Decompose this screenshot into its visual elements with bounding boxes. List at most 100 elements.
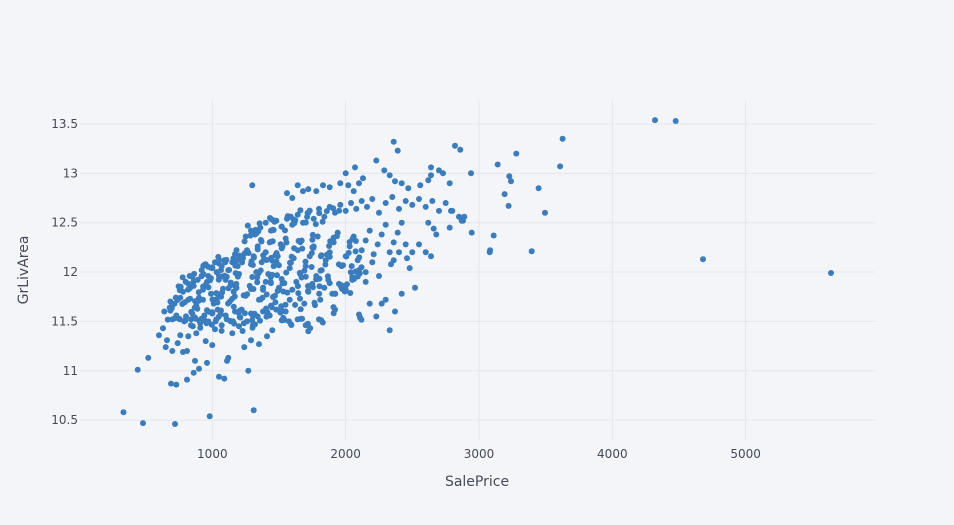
data-point[interactable]	[382, 221, 389, 228]
data-point[interactable]	[460, 217, 466, 224]
data-point[interactable]	[316, 290, 323, 297]
data-point[interactable]	[294, 182, 301, 189]
data-point[interactable]	[652, 117, 658, 124]
data-point[interactable]	[428, 164, 434, 171]
data-point[interactable]	[231, 293, 238, 300]
data-point[interactable]	[187, 295, 194, 302]
data-point[interactable]	[291, 245, 298, 252]
data-point[interactable]	[352, 248, 359, 255]
data-point[interactable]	[356, 254, 363, 261]
data-point[interactable]	[378, 300, 385, 307]
data-point[interactable]	[270, 263, 277, 270]
data-point[interactable]	[317, 296, 324, 303]
data-point[interactable]	[227, 279, 234, 286]
data-point[interactable]	[218, 322, 225, 329]
data-point[interactable]	[376, 273, 382, 279]
data-point[interactable]	[297, 239, 304, 246]
data-point[interactable]	[356, 180, 362, 187]
data-point[interactable]	[382, 200, 389, 206]
data-point[interactable]	[284, 289, 291, 296]
data-point[interactable]	[267, 278, 274, 285]
data-point[interactable]	[176, 315, 183, 322]
data-point[interactable]	[322, 261, 329, 268]
data-point[interactable]	[278, 303, 285, 310]
data-point[interactable]	[310, 215, 317, 222]
data-point[interactable]	[272, 299, 279, 306]
data-point[interactable]	[172, 294, 179, 301]
data-point[interactable]	[352, 238, 359, 244]
data-point[interactable]	[209, 296, 216, 303]
data-point[interactable]	[398, 290, 405, 297]
data-point[interactable]	[405, 185, 412, 192]
data-point[interactable]	[330, 205, 337, 212]
data-point[interactable]	[203, 320, 210, 327]
data-point[interactable]	[404, 255, 410, 262]
data-point[interactable]	[301, 267, 308, 274]
data-point[interactable]	[281, 280, 288, 287]
data-point[interactable]	[337, 201, 344, 208]
data-point[interactable]	[239, 328, 246, 334]
data-point[interactable]	[672, 118, 679, 124]
data-point[interactable]	[257, 317, 263, 324]
data-point[interactable]	[249, 182, 256, 189]
data-point[interactable]	[394, 229, 401, 236]
data-point[interactable]	[306, 207, 313, 214]
data-point[interactable]	[244, 222, 251, 229]
data-point[interactable]	[207, 275, 214, 282]
data-point[interactable]	[436, 207, 442, 214]
data-point[interactable]	[236, 323, 242, 330]
data-point[interactable]	[263, 308, 270, 315]
data-point[interactable]	[332, 290, 339, 297]
data-point[interactable]	[425, 177, 432, 184]
data-point[interactable]	[167, 307, 174, 314]
data-point[interactable]	[309, 284, 316, 291]
data-point[interactable]	[390, 239, 397, 246]
data-point[interactable]	[249, 274, 256, 280]
data-point[interactable]	[288, 253, 295, 260]
data-point[interactable]	[302, 258, 309, 265]
data-point[interactable]	[215, 276, 222, 283]
data-point[interactable]	[299, 315, 306, 322]
data-point[interactable]	[232, 262, 239, 269]
data-point[interactable]	[302, 273, 309, 280]
data-point[interactable]	[256, 341, 262, 348]
data-point[interactable]	[347, 269, 354, 276]
data-point[interactable]	[208, 290, 214, 297]
data-point[interactable]	[287, 259, 293, 266]
data-point[interactable]	[250, 286, 257, 292]
data-point[interactable]	[309, 236, 316, 243]
data-point[interactable]	[347, 290, 354, 296]
data-point[interactable]	[312, 221, 319, 228]
data-point[interactable]	[362, 278, 369, 285]
data-point[interactable]	[369, 259, 376, 266]
data-point[interactable]	[457, 146, 464, 153]
data-point[interactable]	[190, 278, 197, 285]
data-point[interactable]	[358, 198, 365, 204]
data-point[interactable]	[239, 259, 246, 266]
data-point[interactable]	[314, 233, 321, 240]
data-point[interactable]	[185, 333, 192, 340]
data-point[interactable]	[389, 194, 396, 200]
data-point[interactable]	[324, 273, 331, 280]
data-point[interactable]	[386, 249, 393, 256]
data-point[interactable]	[179, 274, 186, 281]
data-point[interactable]	[376, 209, 382, 216]
data-point[interactable]	[120, 409, 127, 416]
data-point[interactable]	[308, 264, 315, 270]
data-point[interactable]	[412, 284, 418, 291]
data-point[interactable]	[269, 257, 276, 264]
data-point[interactable]	[409, 201, 416, 208]
data-point[interactable]	[270, 294, 276, 300]
data-point[interactable]	[164, 316, 171, 323]
data-point[interactable]	[236, 254, 243, 261]
data-point[interactable]	[323, 208, 330, 215]
data-point[interactable]	[392, 178, 398, 185]
data-point[interactable]	[341, 288, 348, 295]
data-point[interactable]	[283, 239, 290, 246]
data-point[interactable]	[320, 182, 326, 189]
data-point[interactable]	[284, 190, 290, 197]
data-point[interactable]	[208, 321, 215, 328]
data-point[interactable]	[310, 244, 317, 251]
data-point[interactable]	[338, 282, 345, 289]
data-point[interactable]	[269, 271, 276, 278]
